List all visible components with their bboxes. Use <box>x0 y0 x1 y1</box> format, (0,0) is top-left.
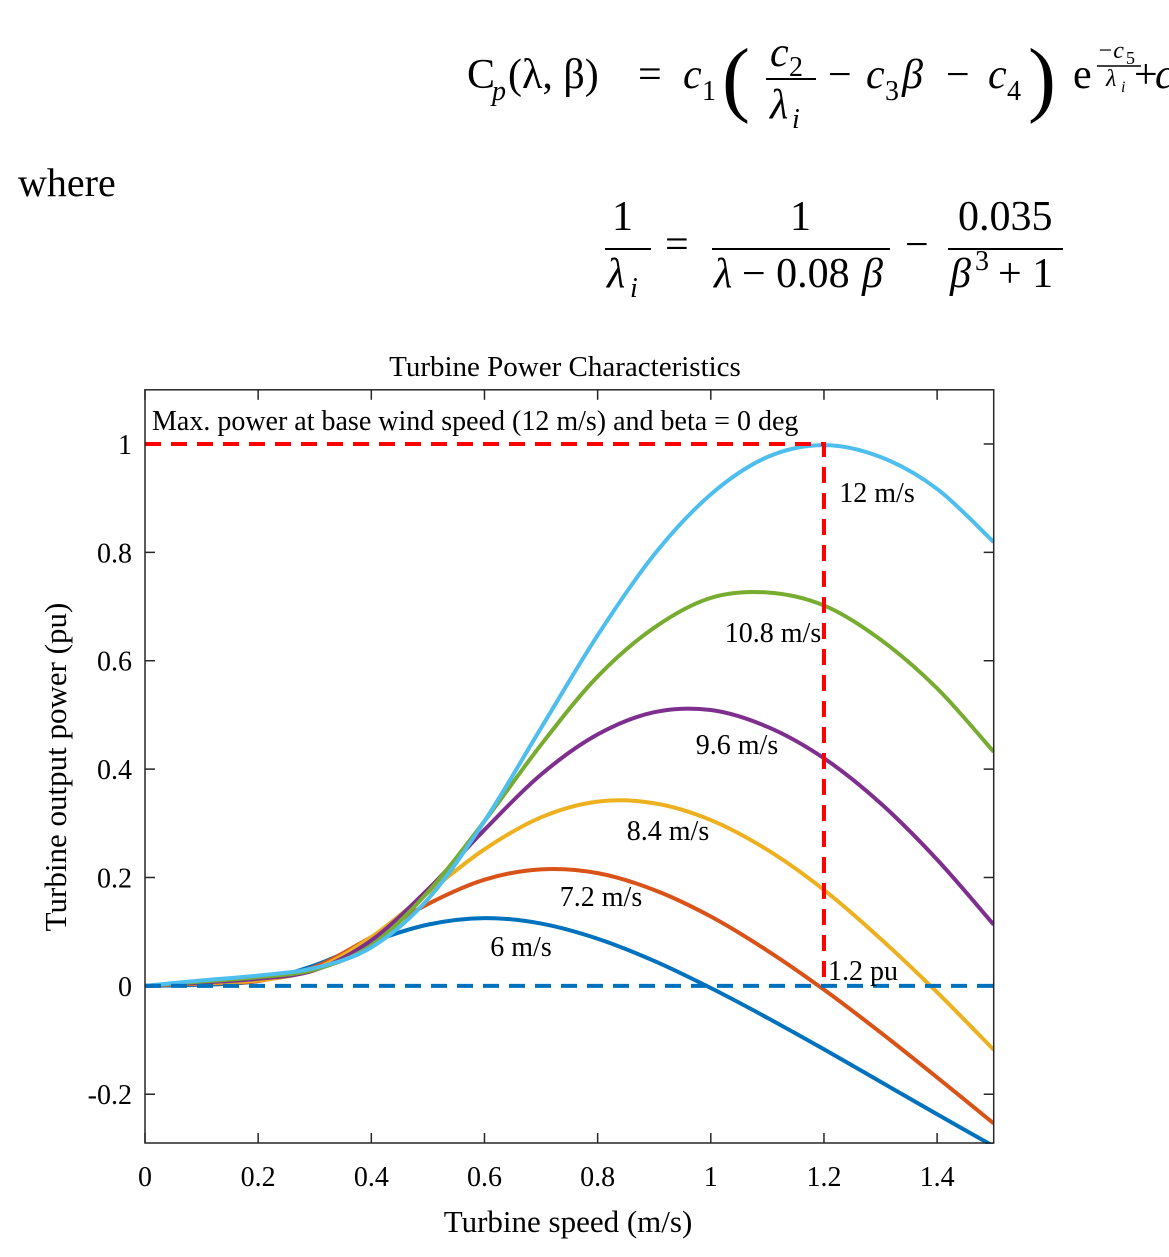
equation-part: + 1 <box>998 251 1053 297</box>
curve-label: 10.8 m/s <box>725 618 821 649</box>
equation-part: 5 <box>1126 48 1135 68</box>
equation-part: i <box>1121 79 1125 96</box>
equation-part: = <box>665 222 689 268</box>
data-line <box>145 798 994 1052</box>
equation-part: e <box>1073 52 1092 98</box>
y-tick-label: 0.8 <box>97 538 132 569</box>
equation-part: 3 <box>975 246 989 277</box>
plot-area <box>145 441 994 1144</box>
equation-part: 2 <box>789 52 803 83</box>
x-axis-label: Turbine speed (m/s) <box>444 1204 693 1239</box>
reference-line <box>145 441 826 986</box>
chart: Turbine Power Characteristics Turbine sp… <box>38 351 995 1239</box>
axes-box <box>144 389 995 1144</box>
equation-part: 1 <box>702 76 716 107</box>
data-line <box>145 916 994 1144</box>
equation-part: 0.035 <box>958 194 1053 240</box>
equation-part: − <box>905 222 929 268</box>
equation-part: 4 <box>1007 76 1021 107</box>
x-tick-label: 1 <box>704 1162 718 1193</box>
equation-part: c <box>683 52 702 98</box>
curve-label: 12 m/s <box>839 478 914 509</box>
curve-label: 6 m/s <box>490 932 551 963</box>
equation-part: −c <box>1097 38 1124 64</box>
x-tick-label: 0.2 <box>241 1162 276 1193</box>
x-tick-label: 1.2 <box>806 1162 841 1193</box>
equation-part: β <box>861 251 883 297</box>
equation-part: ( <box>722 32 750 125</box>
equation-part: c <box>988 52 1007 98</box>
equation-part: = <box>638 52 662 98</box>
curve-label: 8.4 m/s <box>627 816 709 847</box>
x-tick-label: 1.4 <box>920 1162 955 1193</box>
x-tick-label: 0.4 <box>354 1162 389 1193</box>
equation-part: c <box>1155 52 1169 98</box>
equation-part: C <box>467 52 495 98</box>
x-tick-label: 0.6 <box>467 1162 502 1193</box>
y-tick-label: 0.6 <box>97 647 132 678</box>
equation-part: 3 <box>885 76 899 107</box>
equation-part: c <box>866 52 885 98</box>
equation-part: i <box>792 104 800 135</box>
equation-part: β <box>901 52 923 98</box>
equation-part: λ <box>605 251 625 297</box>
x-tick-label: 0.8 <box>580 1162 615 1193</box>
y-tick-label: 0 <box>118 972 132 1003</box>
data-line <box>145 443 994 988</box>
curve-label: 9.6 m/s <box>696 730 778 761</box>
y-tick-label: -0.2 <box>88 1080 132 1111</box>
chart-title: Turbine Power Characteristics <box>389 351 741 383</box>
equation-part: − 0.08 <box>742 251 850 297</box>
equation-part: c <box>770 30 789 76</box>
equation-part: (λ, β) <box>508 52 599 98</box>
annotation: 1.2 pu <box>828 956 898 987</box>
y-tick-label: 1 <box>118 430 132 461</box>
equation-part: λ <box>1105 66 1116 92</box>
equation-part: 1 <box>612 194 633 240</box>
equation-part: ) <box>1028 32 1056 125</box>
y-axis-label: Turbine output power (pu) <box>38 603 73 932</box>
equation-part: β <box>949 251 971 297</box>
y-tick-label: 0.2 <box>97 863 132 894</box>
equation-part: p <box>490 76 506 107</box>
equation-part: 1 <box>790 194 811 240</box>
where-text: where <box>18 160 116 205</box>
equation-part: + <box>1134 52 1158 98</box>
equation-part: i <box>630 273 638 304</box>
annotation: Max. power at base wind speed (12 m/s) a… <box>152 406 798 437</box>
data-line <box>145 706 994 988</box>
equation-part: λ <box>712 251 732 297</box>
curve-label: 7.2 m/s <box>560 882 642 913</box>
equation-part: − <box>828 52 852 98</box>
equation-part: λ <box>768 82 788 128</box>
x-tick-label: 0 <box>138 1162 152 1193</box>
equation-part: − <box>946 52 970 98</box>
y-tick-label: 0.4 <box>97 755 132 786</box>
